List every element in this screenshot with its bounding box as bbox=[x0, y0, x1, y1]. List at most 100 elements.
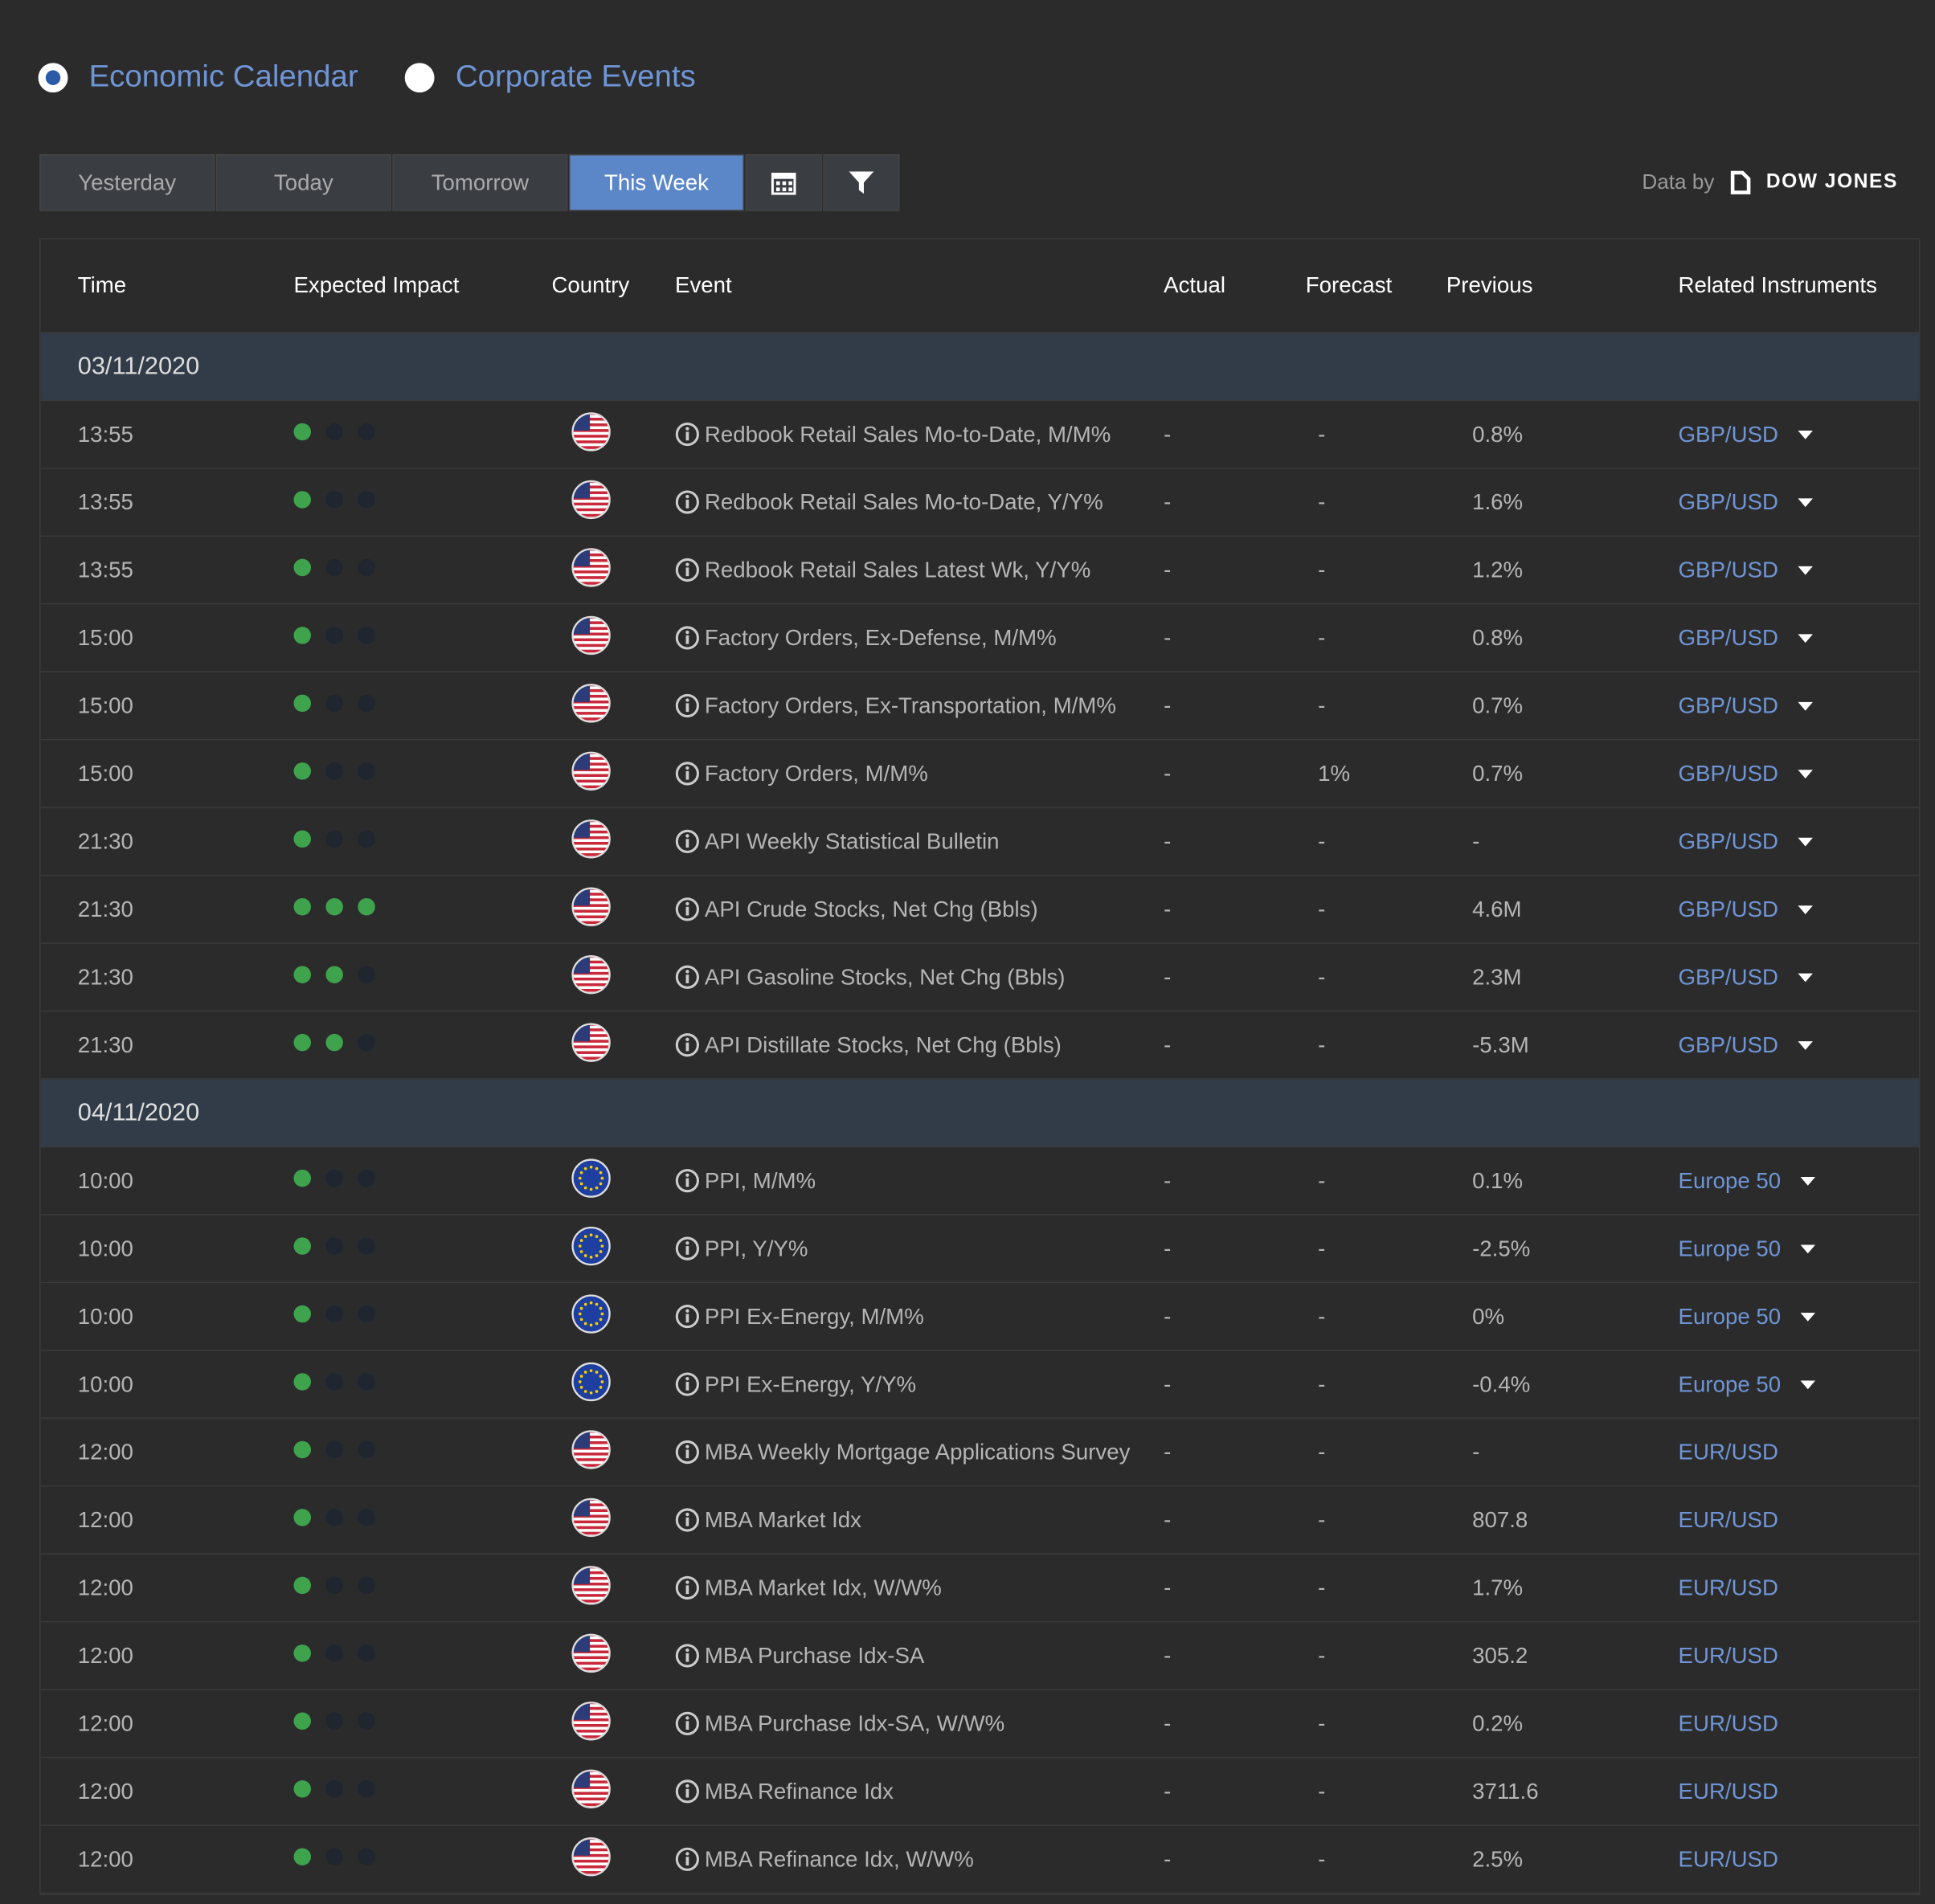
event-cell: Factory Orders, Ex-Transportation, M/M% bbox=[675, 693, 1164, 718]
instrument-cell: Europe 50 bbox=[1679, 1303, 1919, 1329]
instrument[interactable]: GBP/USD bbox=[1678, 964, 1778, 989]
dropdown-caret[interactable] bbox=[1798, 1041, 1813, 1051]
instrument[interactable]: GBP/USD bbox=[1678, 760, 1778, 786]
info-icon[interactable] bbox=[675, 558, 700, 582]
dropdown-caret[interactable] bbox=[1798, 974, 1813, 983]
info-icon[interactable] bbox=[675, 1779, 700, 1804]
impact bbox=[293, 1030, 551, 1060]
event-row: 15:00 Factory Orders, M/M% - 1% 0.7% GBP/USD bbox=[40, 740, 1920, 808]
tab[interactable]: Tomorrow bbox=[392, 153, 568, 211]
tab[interactable]: Yesterday bbox=[39, 153, 215, 211]
impact-dots bbox=[293, 626, 375, 644]
info-icon[interactable] bbox=[675, 965, 700, 990]
dropdown-caret[interactable] bbox=[1800, 1380, 1816, 1390]
instrument[interactable]: GBP/USD bbox=[1678, 421, 1778, 447]
dropdown-caret[interactable] bbox=[1798, 770, 1813, 779]
instrument[interactable]: Europe 50 bbox=[1678, 1303, 1782, 1329]
dropdown-caret[interactable] bbox=[1800, 1313, 1816, 1322]
info-icon[interactable] bbox=[675, 762, 700, 787]
actual: - bbox=[1164, 1371, 1172, 1396]
previous: 807.8 bbox=[1472, 1506, 1528, 1532]
forecast: - bbox=[1318, 1778, 1326, 1804]
forecast: - bbox=[1318, 1846, 1326, 1871]
event-cell: API Gasoline Stocks, Net Chg (Bbls) bbox=[675, 964, 1164, 990]
tab[interactable]: This Week bbox=[568, 153, 745, 211]
radio[interactable]: Corporate Events bbox=[404, 59, 696, 96]
instrument[interactable]: EUR/USD bbox=[1678, 1506, 1778, 1532]
time: 21:30 bbox=[77, 1032, 133, 1057]
actual: - bbox=[1164, 1167, 1172, 1193]
info-icon[interactable] bbox=[675, 1644, 700, 1669]
forecast: - bbox=[1318, 1575, 1326, 1600]
instrument[interactable]: EUR/USD bbox=[1678, 1439, 1778, 1465]
calendar-button[interactable] bbox=[745, 153, 822, 211]
instrument[interactable]: Europe 50 bbox=[1678, 1371, 1782, 1396]
impact-dots bbox=[293, 1711, 375, 1730]
country bbox=[551, 750, 675, 796]
info-icon[interactable] bbox=[675, 626, 700, 651]
country bbox=[551, 1497, 675, 1543]
impact bbox=[293, 1708, 551, 1739]
dropdown-caret[interactable] bbox=[1800, 1177, 1816, 1187]
radio[interactable]: Economic Calendar bbox=[38, 59, 358, 96]
info-icon[interactable] bbox=[675, 1440, 700, 1465]
country bbox=[551, 1565, 675, 1611]
event: API Crude Stocks, Net Chg (Bbls) bbox=[704, 896, 1038, 921]
info-icon[interactable] bbox=[675, 693, 700, 718]
impact bbox=[293, 554, 551, 585]
impact bbox=[293, 1776, 551, 1807]
instrument[interactable]: Europe 50 bbox=[1678, 1167, 1782, 1193]
dropdown-caret[interactable] bbox=[1798, 838, 1813, 847]
info-icon[interactable] bbox=[675, 1508, 700, 1533]
dropdown-caret[interactable] bbox=[1798, 498, 1813, 508]
dropdown-caret[interactable] bbox=[1798, 905, 1813, 915]
info-icon[interactable] bbox=[675, 1847, 700, 1872]
previous: 1.7% bbox=[1472, 1575, 1524, 1600]
instrument[interactable]: GBP/USD bbox=[1678, 488, 1778, 514]
instrument[interactable]: EUR/USD bbox=[1678, 1642, 1778, 1668]
instrument[interactable]: GBP/USD bbox=[1678, 828, 1778, 853]
instrument[interactable]: GBP/USD bbox=[1678, 693, 1778, 718]
filter-button[interactable] bbox=[823, 153, 900, 211]
previous: -0.4% bbox=[1472, 1371, 1531, 1396]
info-icon[interactable] bbox=[675, 1236, 700, 1261]
radio-group: Economic Calendar Corporate Events bbox=[38, 59, 696, 96]
instrument[interactable]: EUR/USD bbox=[1678, 1710, 1778, 1735]
instrument[interactable]: GBP/USD bbox=[1678, 1032, 1778, 1057]
instrument[interactable]: EUR/USD bbox=[1678, 1846, 1778, 1871]
info-icon[interactable] bbox=[675, 422, 700, 447]
info-icon[interactable] bbox=[675, 1372, 700, 1397]
info-icon[interactable] bbox=[675, 1575, 700, 1600]
instrument[interactable]: GBP/USD bbox=[1678, 896, 1778, 921]
instrument[interactable]: GBP/USD bbox=[1678, 624, 1778, 650]
event: MBA Purchase Idx-SA bbox=[704, 1642, 925, 1668]
tab-bar: Yesterday Today Tomorrow This Week bbox=[39, 153, 901, 211]
info-icon[interactable] bbox=[675, 1711, 700, 1736]
info-icon[interactable] bbox=[675, 490, 700, 515]
event: PPI, M/M% bbox=[704, 1167, 816, 1193]
forecast: - bbox=[1318, 421, 1326, 447]
info-icon[interactable] bbox=[675, 1304, 700, 1329]
dropdown-caret[interactable] bbox=[1798, 431, 1813, 440]
info-icon[interactable] bbox=[675, 897, 700, 921]
dropdown-caret[interactable] bbox=[1800, 1244, 1816, 1254]
dropdown-caret[interactable] bbox=[1798, 566, 1813, 576]
flag bbox=[571, 1293, 611, 1333]
dropdown-caret[interactable] bbox=[1798, 702, 1813, 711]
instrument[interactable]: EUR/USD bbox=[1678, 1778, 1778, 1804]
flag bbox=[571, 1768, 611, 1808]
time: 10:00 bbox=[77, 1236, 133, 1260]
flag bbox=[571, 1497, 611, 1537]
info-icon[interactable] bbox=[675, 829, 700, 854]
impact bbox=[293, 1436, 551, 1467]
instrument[interactable]: Europe 50 bbox=[1678, 1236, 1782, 1260]
instrument[interactable]: EUR/USD bbox=[1678, 1575, 1778, 1600]
impact-dots bbox=[293, 1305, 375, 1322]
info-icon[interactable] bbox=[675, 1032, 700, 1057]
radio-circle bbox=[38, 62, 68, 92]
info-icon[interactable] bbox=[675, 1168, 700, 1193]
country bbox=[551, 480, 675, 525]
instrument[interactable]: GBP/USD bbox=[1678, 557, 1778, 582]
dropdown-caret[interactable] bbox=[1798, 634, 1813, 644]
tab[interactable]: Today bbox=[215, 153, 391, 211]
